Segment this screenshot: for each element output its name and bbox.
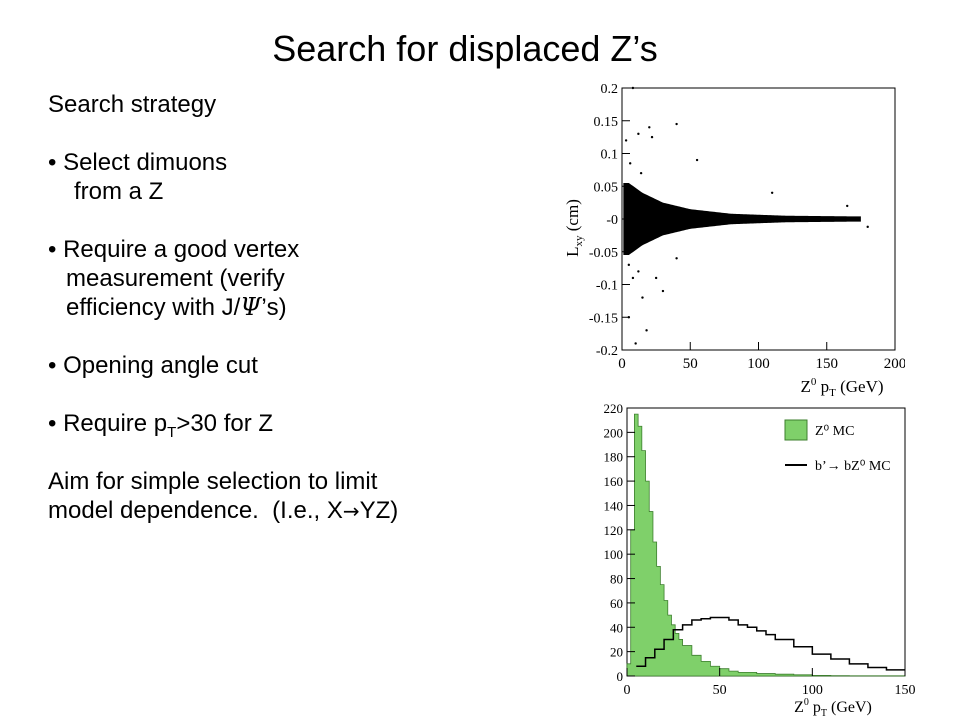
- bullet-vertex-cont2: efficiency with J/Ψ’s): [48, 293, 568, 322]
- summary-text: model dependence. (I.e., X: [48, 497, 343, 524]
- scatter-point-1: [631, 86, 635, 90]
- scatter-ytick-label-1: 0.15: [594, 115, 619, 130]
- scatter-point-19: [639, 171, 643, 175]
- hist-svg: Z0 pT (GeV) 0 20 40 60 80 100 120 140 160 180 200 2…: [604, 401, 916, 718]
- bullet-pt-cut: • Require pT>30 for Z: [48, 409, 568, 441]
- bullet-pt-text-end: >30 for Z: [176, 410, 274, 437]
- hist-xtick-label-2: 100: [802, 683, 823, 698]
- hist-ytick-label-1: 20: [610, 645, 623, 660]
- bullet-vertex-text: efficiency with J/: [66, 294, 241, 321]
- summary-line-1: Aim for simple selection to limit: [48, 468, 378, 495]
- strategy-heading: Search strategy: [48, 91, 217, 118]
- scatter-point-7: [770, 191, 774, 194]
- hist-ytick-label-10: 200: [604, 425, 624, 440]
- arrow-symbol: →: [342, 499, 360, 523]
- scatter-point-9: [631, 276, 635, 280]
- lxy-scatter-plot: Lxy (cm) Z0 pT (GeV) 0.2 0.15 0.1 0.05 -0 -0.…: [560, 78, 905, 398]
- scatter-point-10: [637, 270, 640, 273]
- hist-xlabel: Z0 pT (GeV): [794, 697, 872, 718]
- psi-symbol: Ψ: [240, 293, 262, 321]
- scatter-point-6: [695, 158, 699, 162]
- scatter-point-4: [650, 135, 654, 139]
- scatter-xtick-label-3: 150: [816, 356, 839, 372]
- scatter-svg: Lxy (cm) Z0 pT (GeV) 0.2 0.15 0.1 0.05 -0 -0.…: [563, 82, 905, 398]
- scatter-xtick-label-2: 100: [747, 356, 770, 372]
- scatter-point-13: [654, 276, 658, 280]
- bullet-opening-angle: • Opening angle cut: [48, 352, 258, 379]
- hist-xtick-label-0: 0: [624, 683, 631, 698]
- hist-xtick-label-3: 150: [895, 683, 916, 698]
- scatter-point-21: [866, 225, 869, 229]
- scatter-xtick-label-1: 50: [683, 356, 698, 372]
- scatter-dense-band: [623, 182, 861, 256]
- scatter-point-5: [675, 122, 678, 126]
- scatter-ylabel: Lxy (cm): [563, 199, 585, 257]
- scatter-point-14: [661, 289, 665, 293]
- scatter-point-2: [637, 132, 640, 136]
- bullet-select-dimuons: • Select dimuons: [48, 149, 228, 176]
- scatter-ytick-label-6: -0.1: [596, 279, 618, 294]
- scatter-point-15: [675, 257, 678, 260]
- bullet-pt-text: • Require p: [48, 410, 168, 437]
- hist-ytick-label-6: 120: [604, 523, 624, 538]
- bullet-vertex: • Require a good vertex: [48, 236, 300, 263]
- scatter-point-8: [627, 263, 631, 267]
- scatter-xtick-label-0: 0: [618, 356, 626, 372]
- hist-ytick-label-2: 40: [610, 620, 623, 635]
- bullet-select-dimuons-cont: from a Z: [74, 178, 164, 205]
- hist-ytick-label-3: 60: [610, 596, 623, 611]
- hist-ytick-label-0: 0: [617, 669, 624, 684]
- hist-ytick-label-9: 180: [604, 450, 624, 465]
- summary-text-end: YZ): [359, 497, 399, 524]
- hist-z0-mc-area: [626, 413, 906, 677]
- pt-histogram-plot: Z0 pT (GeV) 0 20 40 60 80 100 120 140 160 180 200 2…: [565, 400, 916, 718]
- bullet-vertex-cont1: measurement (verify: [66, 265, 285, 292]
- scatter-point-18: [628, 162, 632, 165]
- hist-ytick-label-11: 220: [604, 401, 624, 416]
- legend-z0-swatch: [784, 419, 808, 441]
- scatter-point-20: [846, 204, 849, 208]
- pt-subscript: T: [167, 423, 177, 441]
- scatter-ytick-label-3: 0.05: [594, 180, 619, 195]
- scatter-point-12: [645, 329, 648, 332]
- hist-ytick-label-7: 140: [604, 498, 624, 513]
- scatter-ytick-label-5: -0.05: [589, 246, 618, 261]
- scatter-ytick-label-7: -0.15: [589, 311, 618, 326]
- scatter-ytick-label-2: 0.1: [601, 148, 619, 163]
- strategy-text: Search strategy • Select dimuons from a …: [48, 90, 568, 525]
- hist-ytick-label-4: 80: [610, 572, 623, 587]
- hist-ytick-label-5: 100: [604, 547, 624, 562]
- scatter-ytick-label-8: -0.2: [596, 344, 618, 359]
- scatter-point-11: [641, 296, 644, 299]
- scatter-xtick-label-4: 200: [884, 356, 905, 372]
- hist-bprime-mc-line: [636, 616, 905, 671]
- scatter-point-3: [648, 126, 651, 129]
- scatter-point-17: [634, 342, 637, 345]
- hist-xtick-label-1: 50: [713, 683, 727, 698]
- legend-z0-label: Z⁰ MC: [815, 424, 854, 439]
- bullet-vertex-text-end: ’s): [261, 294, 287, 321]
- scatter-ytick-label-0: 0.2: [601, 82, 619, 97]
- scatter-xlabel: Z0 pT (GeV): [800, 376, 883, 398]
- legend-bprime-label: b’→ bZ⁰ MC: [815, 459, 891, 474]
- scatter-ytick-label-4: -0: [606, 213, 618, 228]
- scatter-point-0: [624, 139, 628, 142]
- hist-ytick-label-8: 160: [604, 474, 624, 489]
- slide-title: Search for displaced Z’s: [272, 28, 658, 69]
- summary-line-2: model dependence. (I.e., X→YZ): [48, 496, 568, 525]
